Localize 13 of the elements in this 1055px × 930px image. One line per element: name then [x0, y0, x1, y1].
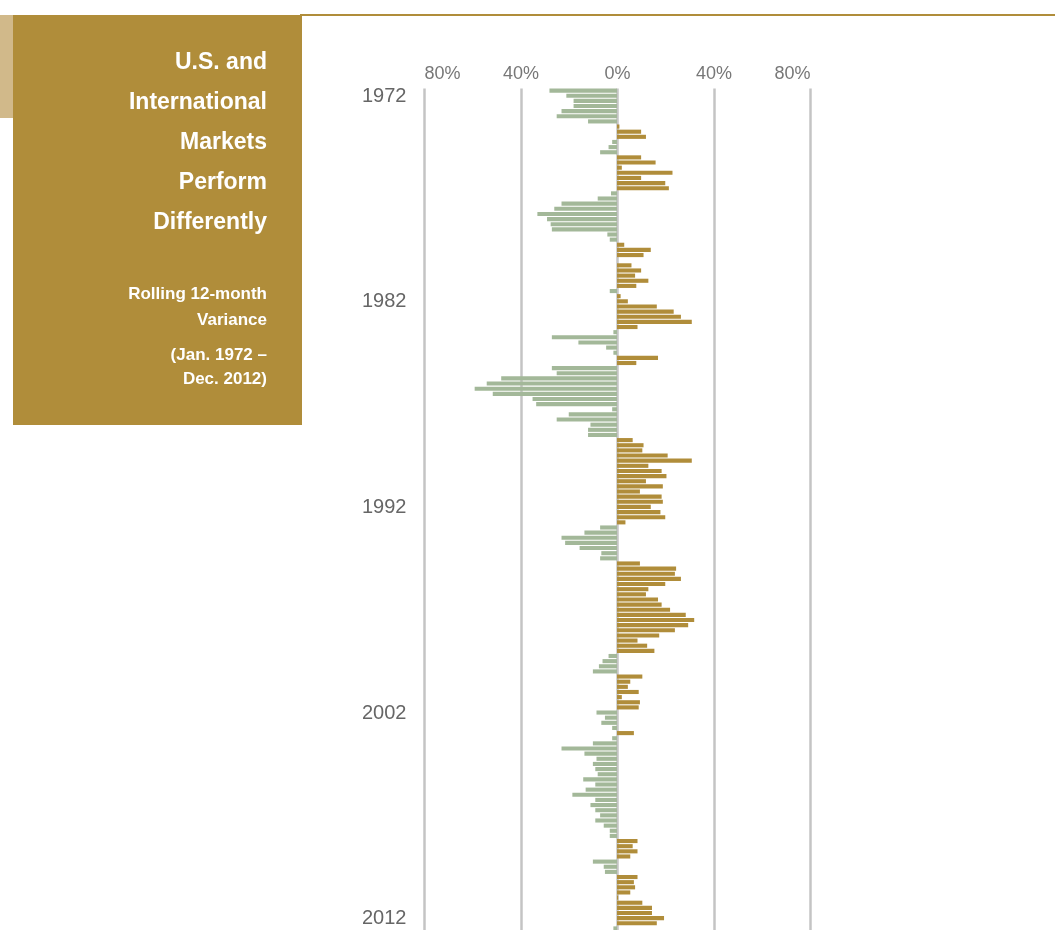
x-tick-label: 80%	[424, 62, 461, 83]
y-tick-label: 1992	[362, 494, 407, 517]
text: (Jan. 1972 – Dec. 2012)	[169, 344, 267, 390]
y-tick-label: 2012	[362, 906, 407, 929]
text: U.S. and International Markets Perform Differently	[128, 47, 267, 236]
y-tick-label: 2002	[362, 700, 407, 723]
y-tick-label: 1972	[362, 83, 407, 106]
x-tick-label: 80%	[774, 62, 811, 83]
x-tick-label: 0%	[604, 62, 631, 83]
x-tick-label: 40%	[502, 62, 540, 83]
text: Rolling 12-month Variance	[127, 283, 267, 331]
x-tick-label: 40%	[695, 62, 733, 83]
y-tick-label: 1982	[362, 289, 407, 312]
